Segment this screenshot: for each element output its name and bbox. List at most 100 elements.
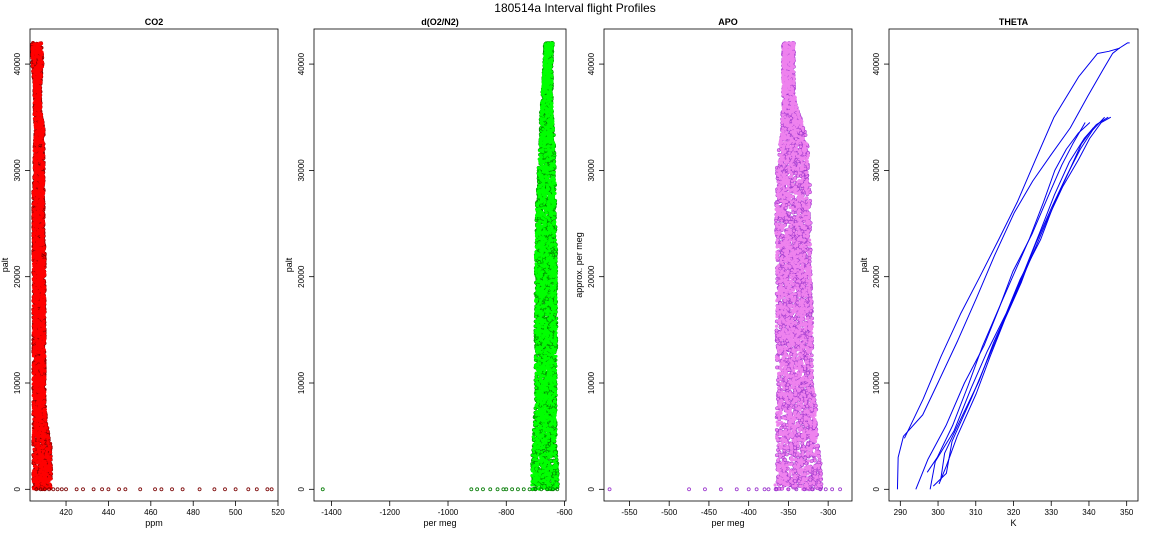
data-point (31, 377, 36, 382)
data-point (39, 238, 43, 242)
data-point (41, 455, 45, 459)
data-point (35, 461, 39, 465)
data-point (32, 187, 37, 191)
data-point (32, 458, 36, 462)
data-point (37, 326, 41, 330)
data-point (35, 372, 39, 376)
data-point (34, 337, 38, 341)
data-point (44, 484, 48, 489)
data-point (36, 433, 40, 437)
data-point (31, 411, 35, 416)
data-point (36, 208, 40, 212)
outlier-point (55, 487, 60, 492)
data-point (39, 383, 43, 387)
data-point (35, 303, 39, 308)
data-point (30, 53, 34, 57)
data-point (39, 439, 43, 443)
data-point (41, 172, 45, 176)
data-point (36, 359, 40, 363)
data-point (38, 355, 43, 359)
data-point (40, 59, 44, 63)
data-point (48, 450, 52, 455)
data-point (32, 80, 37, 84)
data-point (38, 55, 42, 59)
y-axis-label: palt (0, 257, 10, 272)
y-tick-label: 30000 (13, 159, 22, 182)
data-point (38, 321, 42, 325)
data-point (40, 404, 45, 408)
data-point (31, 69, 35, 73)
data-point (32, 166, 36, 170)
data-point (39, 309, 43, 313)
data-point (43, 480, 48, 484)
data-point (32, 289, 36, 293)
data-point (36, 340, 40, 345)
data-point (48, 444, 52, 448)
data-point (37, 295, 41, 299)
data-point (40, 122, 44, 126)
data-point (39, 204, 43, 208)
data-point (34, 278, 39, 283)
data-point (39, 409, 44, 413)
data-point (33, 210, 38, 214)
data-point (41, 275, 45, 279)
figure-title: 180514a Interval flight Profiles (494, 1, 655, 15)
x-tick-label: 460 (144, 508, 158, 517)
data-point (34, 117, 38, 122)
data-point (33, 320, 37, 324)
data-point (44, 454, 48, 458)
data-point (42, 396, 46, 400)
data-point (34, 467, 39, 471)
data-point (32, 447, 36, 451)
chart-panels: 420 440 460 480 500 520010000200003000040000C… (0, 17, 1139, 528)
data-point (42, 130, 46, 134)
data-point (44, 423, 48, 427)
data-point (35, 155, 39, 159)
outlier-point (254, 487, 259, 492)
data-point (43, 429, 47, 433)
data-point (35, 375, 39, 379)
x-tick-label: 520 (271, 508, 285, 517)
data-point (36, 422, 40, 426)
data-point (34, 197, 38, 201)
data-point (33, 200, 37, 204)
data-point (31, 304, 36, 308)
data-point (34, 477, 38, 481)
data-point (37, 169, 41, 173)
data-point (40, 265, 44, 269)
outlier-point (100, 487, 104, 492)
data-point (33, 286, 37, 291)
data-point (38, 476, 42, 480)
data-point (39, 195, 43, 199)
data-point (33, 231, 37, 235)
data-point (38, 103, 42, 107)
data-point (33, 389, 37, 393)
data-point (40, 177, 44, 181)
data-point (41, 153, 46, 157)
data-point (42, 299, 46, 303)
data-point (41, 340, 45, 344)
data-point (38, 172, 42, 176)
data-point (37, 111, 41, 115)
data-point (33, 126, 38, 130)
data-point (43, 415, 47, 419)
data-point (40, 181, 45, 185)
data-point (31, 436, 35, 440)
data-point (40, 65, 44, 69)
outlier-point (64, 487, 68, 492)
data-point (35, 162, 39, 166)
outlier-point (265, 487, 270, 492)
data-point (47, 478, 51, 483)
data-point (42, 409, 46, 413)
outlier-point (117, 487, 121, 492)
data-point (36, 85, 40, 89)
data-point (35, 251, 39, 256)
data-point (33, 260, 37, 264)
outlier-point (74, 487, 79, 492)
data-point (40, 187, 44, 191)
data-point (38, 461, 43, 465)
data-point (33, 254, 37, 258)
panel-2: -1400 -1200 -1000 -800 -60001000020000300004… (284, 17, 573, 528)
data-point (39, 468, 43, 472)
